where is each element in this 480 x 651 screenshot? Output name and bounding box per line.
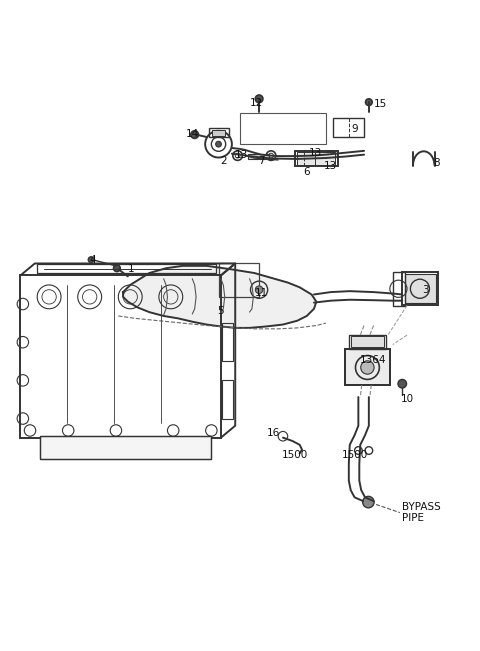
Text: 1364: 1364 [360, 355, 386, 365]
Bar [402, 272, 438, 305]
Bar [345, 350, 390, 385]
Text: 16: 16 [267, 428, 280, 438]
Text: 13: 13 [234, 150, 248, 160]
Text: 1: 1 [128, 264, 134, 274]
Bar [39, 436, 211, 459]
Bar [240, 113, 326, 144]
Text: BYPASS
PIPE: BYPASS PIPE [402, 502, 441, 523]
Bar [39, 436, 211, 459]
Circle shape [216, 141, 221, 147]
Bar [37, 264, 216, 273]
Text: 6: 6 [303, 167, 310, 177]
Bar [218, 264, 259, 297]
Text: 1500: 1500 [282, 450, 308, 460]
Text: 13: 13 [324, 161, 337, 171]
Circle shape [365, 99, 372, 105]
Polygon shape [123, 266, 316, 328]
Text: 8: 8 [433, 158, 440, 168]
Bar [345, 350, 390, 385]
Text: 13: 13 [309, 148, 322, 158]
Circle shape [88, 256, 94, 262]
Text: 9: 9 [351, 124, 358, 134]
Bar [333, 118, 364, 137]
Bar [209, 128, 229, 137]
Circle shape [363, 496, 374, 508]
Bar [297, 152, 336, 165]
Text: 2: 2 [220, 156, 227, 166]
Bar [248, 154, 269, 159]
Circle shape [361, 361, 374, 374]
Bar [349, 335, 386, 350]
Text: 5: 5 [217, 306, 224, 316]
Text: 4: 4 [90, 255, 96, 265]
Circle shape [114, 265, 120, 271]
Bar [222, 323, 233, 361]
Text: 7: 7 [258, 156, 265, 166]
Text: 1500: 1500 [341, 450, 368, 460]
Text: 11: 11 [255, 288, 268, 298]
Bar [405, 275, 436, 303]
Bar [212, 130, 225, 135]
Circle shape [255, 95, 263, 103]
Bar [21, 275, 221, 437]
Bar [295, 151, 338, 165]
Text: 10: 10 [400, 395, 414, 404]
Circle shape [191, 131, 199, 139]
Bar [222, 380, 233, 419]
Bar [351, 337, 384, 347]
Circle shape [398, 380, 407, 388]
Text: 15: 15 [374, 98, 387, 109]
Text: 12: 12 [250, 98, 264, 108]
Text: 3: 3 [422, 284, 429, 295]
Circle shape [255, 286, 263, 294]
Text: 14: 14 [186, 129, 199, 139]
Bar [393, 271, 405, 307]
